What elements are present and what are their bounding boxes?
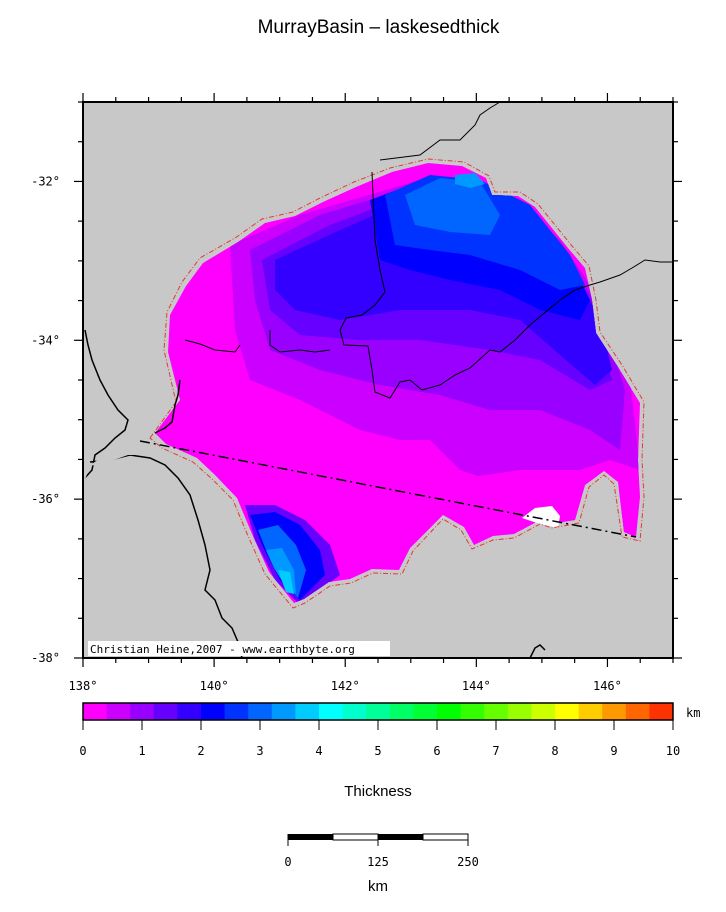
colorbar-swatch xyxy=(389,703,414,720)
colorbar-swatch xyxy=(413,703,438,720)
colorbar-swatch xyxy=(342,703,367,720)
colorbar-swatch xyxy=(625,703,650,720)
colorbar-tick-label: 4 xyxy=(315,744,322,758)
colorbar-swatch xyxy=(437,703,462,720)
scale-label-125: 125 xyxy=(367,855,389,869)
colorbar-tick-label: 0 xyxy=(79,744,86,758)
colorbar-tick-label: 6 xyxy=(433,744,440,758)
colorbar-tick-label: 9 xyxy=(610,744,617,758)
colorbar-tick-label: 8 xyxy=(551,744,558,758)
scale-unit: km xyxy=(368,878,388,895)
scale-label-0: 0 xyxy=(284,855,291,869)
colorbar-title: Thickness xyxy=(344,783,412,800)
state-borders xyxy=(184,101,672,399)
no-data-patch xyxy=(522,506,560,528)
ocean-area xyxy=(83,480,245,658)
lat-tick-label: -34° xyxy=(31,333,60,347)
colorbar-swatch xyxy=(295,703,320,720)
colorbar-tick-label: 2 xyxy=(197,744,204,758)
colorbar-swatch xyxy=(649,703,674,720)
basin-outline xyxy=(149,158,645,609)
colorbar-swatch xyxy=(177,703,202,720)
colorbar-swatch xyxy=(555,703,580,720)
colorbar xyxy=(82,702,674,730)
colorbar-swatch xyxy=(507,703,532,720)
profile-line xyxy=(139,440,637,538)
lon-tick-label: 146° xyxy=(593,679,622,693)
scale-label-250: 250 xyxy=(457,855,479,869)
colorbar-swatch xyxy=(271,703,296,720)
coastline xyxy=(82,329,546,659)
colorbar-swatch xyxy=(224,703,249,720)
frame-ticks xyxy=(74,93,682,667)
thickness-field xyxy=(155,163,640,603)
lon-tick-label: 138° xyxy=(69,679,98,693)
colorbar-swatch xyxy=(106,703,131,720)
colorbar-tick-label: 3 xyxy=(256,744,263,758)
lon-tick-label: 142° xyxy=(331,679,360,693)
colorbar-tick-label: 1 xyxy=(138,744,145,758)
scale-bar xyxy=(287,833,469,846)
colorbar-swatch xyxy=(319,703,344,720)
lon-tick-label: 140° xyxy=(200,679,229,693)
colorbar-swatch xyxy=(460,703,485,720)
colorbar-swatch xyxy=(531,703,556,720)
colorbar-tick-label: 10 xyxy=(666,744,680,758)
coast-water xyxy=(83,445,150,485)
map-title: MurrayBasin – laskesedthick xyxy=(257,17,500,38)
colorbar-swatch xyxy=(248,703,273,720)
colorbar-swatch xyxy=(366,703,391,720)
colorbar-unit: km xyxy=(686,706,700,720)
colorbar-swatch xyxy=(578,703,603,720)
axis-labels: 138° 140° 142° 144° 146° -32° -34° -36° -38° xyxy=(31,174,622,693)
credit-text: Christian Heine,2007 - www.earthbyte.org xyxy=(90,643,355,656)
lat-tick-label: -38° xyxy=(31,651,60,665)
lat-tick-label: -36° xyxy=(31,492,60,506)
colorbar-swatch xyxy=(484,703,509,720)
colorbar-swatch xyxy=(83,703,108,720)
colorbar-swatch xyxy=(130,703,155,720)
colorbar-tick-label: 5 xyxy=(374,744,381,758)
lon-tick-label: 144° xyxy=(462,679,491,693)
credit-bg xyxy=(88,641,390,656)
colorbar-swatch xyxy=(201,703,226,720)
colorbar-swatch xyxy=(153,703,178,720)
lat-tick-label: -32° xyxy=(31,174,60,188)
colorbar-tick-labels: 0 1 2 3 4 5 6 7 8 9 10 xyxy=(79,744,680,758)
colorbar-swatch xyxy=(602,703,627,720)
colorbar-tick-label: 7 xyxy=(492,744,499,758)
